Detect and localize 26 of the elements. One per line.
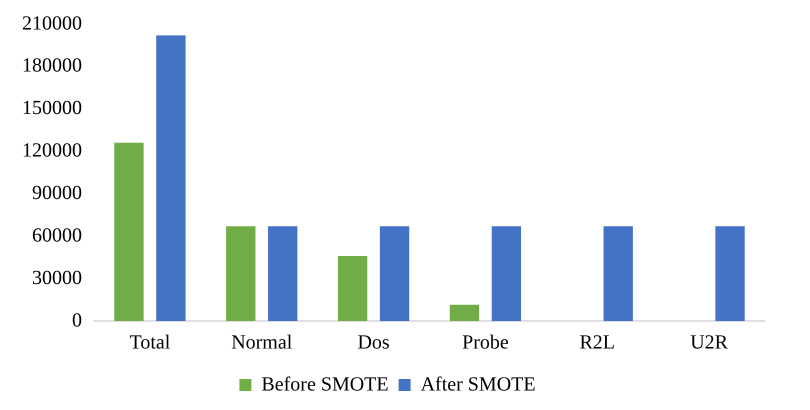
x-tick-label: Normal bbox=[231, 331, 293, 354]
y-tick-label: 60000 bbox=[32, 224, 82, 246]
legend-label: Before SMOTE bbox=[261, 373, 389, 396]
x-tick-label: R2L bbox=[579, 331, 616, 354]
bar bbox=[380, 226, 410, 321]
y-tick-label: 180000 bbox=[22, 54, 82, 77]
y-tick-label: 210000 bbox=[22, 12, 82, 34]
bar bbox=[715, 226, 745, 321]
bar bbox=[156, 35, 186, 321]
x-tick-label: Probe bbox=[462, 331, 509, 354]
legend-label: After SMOTE bbox=[420, 373, 536, 396]
bar bbox=[338, 256, 368, 321]
x-tick-label: Dos bbox=[357, 331, 390, 354]
bar bbox=[450, 304, 480, 321]
y-tick-label: 30000 bbox=[32, 266, 82, 289]
bar bbox=[268, 226, 298, 321]
y-tick-label: 0 bbox=[72, 309, 82, 332]
bar bbox=[492, 226, 522, 321]
x-tick-label: U2R bbox=[690, 331, 729, 354]
bar bbox=[604, 226, 633, 321]
x-tick-label: Total bbox=[130, 331, 171, 354]
y-tick-label: 90000 bbox=[32, 182, 82, 204]
y-tick-label: 150000 bbox=[22, 97, 82, 120]
y-tick-label: 120000 bbox=[22, 140, 82, 162]
bar bbox=[114, 142, 144, 321]
bar bbox=[226, 226, 256, 321]
